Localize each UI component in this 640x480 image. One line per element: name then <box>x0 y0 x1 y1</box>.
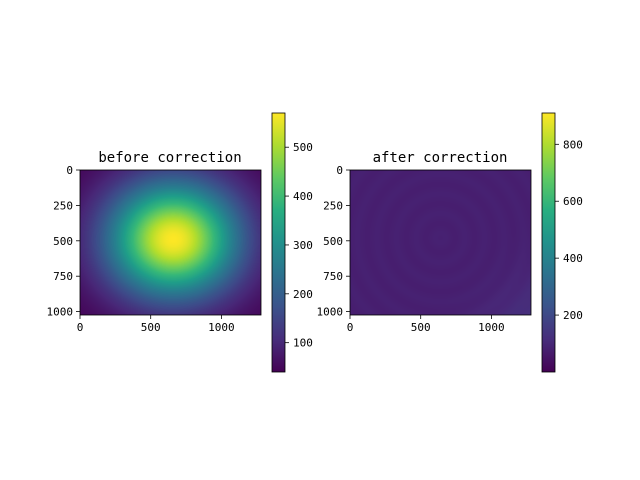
heatmap-before <box>80 170 261 315</box>
colorbar-before-frame <box>271 112 286 373</box>
y-tick-label: 500 <box>323 235 343 248</box>
colorbar-tick-label: 500 <box>293 141 313 154</box>
y-tick-label: 0 <box>66 164 73 177</box>
y-tick-label: 250 <box>323 199 343 212</box>
x-tick-label: 1000 <box>208 321 235 334</box>
x-tick-label: 1000 <box>478 321 505 334</box>
colorbar-after-ticks: 200 400 600 800 <box>555 138 583 322</box>
y-tick-label: 500 <box>53 235 73 248</box>
panel-after-title: after correction <box>373 150 508 166</box>
x-tick-label: 0 <box>347 321 354 334</box>
colorbar-tick-label: 600 <box>563 195 583 208</box>
heatmap-after <box>350 170 531 315</box>
colorbar-before <box>272 113 285 372</box>
axes-frame-after <box>349 169 532 316</box>
colorbar-tick-label: 300 <box>293 239 313 252</box>
colorbar-tick-label: 100 <box>293 337 313 350</box>
colorbar-tick-label: 200 <box>563 309 583 322</box>
colorbar-before-ticks: 100 200 300 400 500 <box>285 141 313 350</box>
colorbar-tick-label: 200 <box>293 288 313 301</box>
x-tick-label: 500 <box>141 321 161 334</box>
y-tick-label: 250 <box>53 199 73 212</box>
panel-after: after correction 0 500 100002505007501000 … <box>317 112 583 373</box>
colorbar-after-frame <box>541 112 556 373</box>
colorbar-tick-label: 400 <box>563 252 583 265</box>
y-tick-label: 750 <box>53 270 73 283</box>
y-tick-label: 750 <box>323 270 343 283</box>
colorbar-after <box>542 113 555 372</box>
colorbar-tick-label: 400 <box>293 190 313 203</box>
panel-before-title: before correction <box>98 150 241 166</box>
axes-frame-before <box>79 169 262 316</box>
y-tick-label: 0 <box>336 164 343 177</box>
panel-before: before correction 0 500 100002505007501000… <box>47 112 313 373</box>
x-tick-label: 0 <box>77 321 84 334</box>
y-tick-label: 1000 <box>317 306 344 319</box>
colorbar-tick-label: 800 <box>563 138 583 151</box>
x-tick-label: 500 <box>411 321 431 334</box>
y-tick-label: 1000 <box>47 306 74 319</box>
